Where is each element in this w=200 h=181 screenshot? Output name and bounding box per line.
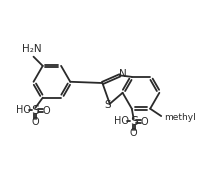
Text: O: O xyxy=(130,128,137,138)
Text: O: O xyxy=(43,106,50,115)
Text: O: O xyxy=(32,117,39,127)
Text: O: O xyxy=(141,117,148,127)
Text: S: S xyxy=(130,115,138,128)
Text: S: S xyxy=(31,104,39,117)
Text: HO: HO xyxy=(16,105,31,115)
Text: N: N xyxy=(119,70,126,79)
Text: HO: HO xyxy=(114,116,129,126)
Text: S: S xyxy=(105,100,111,110)
Text: H₂N: H₂N xyxy=(22,44,42,54)
Text: methyl: methyl xyxy=(164,113,196,122)
